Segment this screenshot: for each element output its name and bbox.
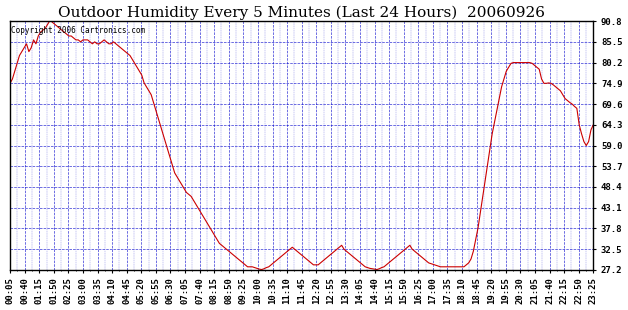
- Title: Outdoor Humidity Every 5 Minutes (Last 24 Hours)  20060926: Outdoor Humidity Every 5 Minutes (Last 2…: [58, 6, 545, 20]
- Text: Copyright 2006 Cartronics.com: Copyright 2006 Cartronics.com: [11, 26, 145, 35]
